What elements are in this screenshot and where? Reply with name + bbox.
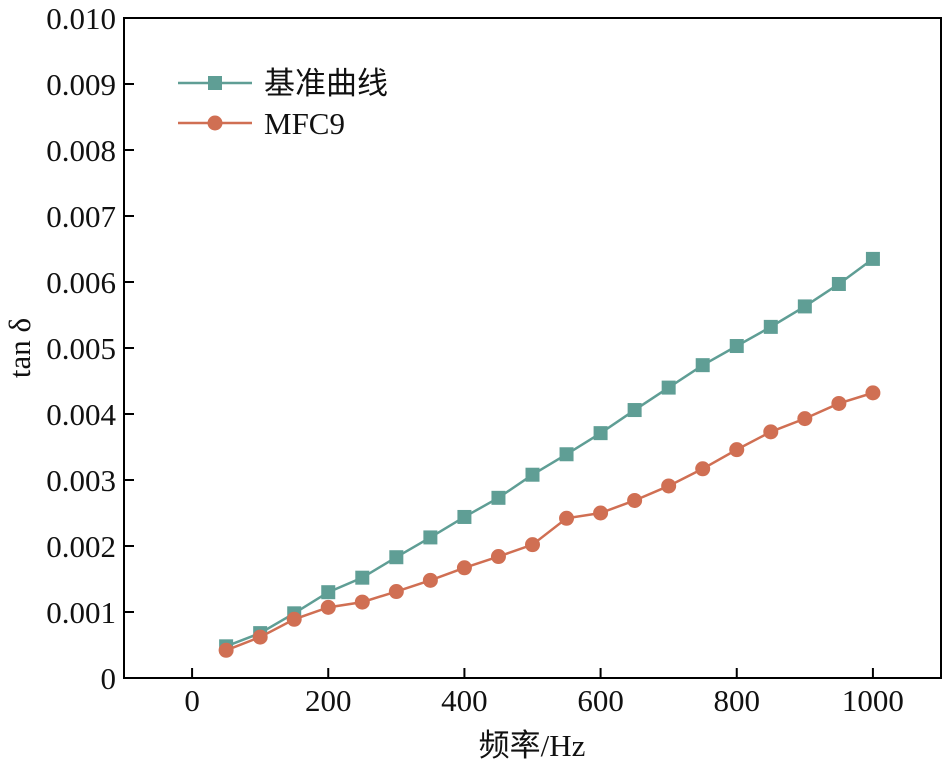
- data-point-square: [355, 570, 370, 585]
- data-point-circle: [388, 584, 404, 600]
- y-axis-title: tan δ: [2, 318, 37, 378]
- y-tick-label: 0.003: [46, 463, 116, 498]
- data-point-square: [321, 585, 336, 600]
- data-point-square: [865, 251, 880, 266]
- data-point-circle: [320, 599, 336, 615]
- data-point-square: [729, 339, 744, 354]
- x-tick-label: 800: [714, 683, 761, 718]
- data-point-square: [763, 319, 778, 334]
- data-point-circle: [865, 385, 881, 401]
- y-tick-label: 0.009: [46, 67, 116, 102]
- data-point-circle: [422, 572, 438, 588]
- data-point-circle: [661, 478, 677, 494]
- x-axis-ticks: 0 200 400 600 800 1000: [184, 668, 904, 718]
- legend-marker-square: [208, 76, 222, 90]
- data-point-square: [831, 276, 846, 291]
- data-point-square: [491, 490, 506, 505]
- y-tick-label: 0.006: [46, 265, 116, 300]
- data-point-square: [661, 380, 676, 395]
- data-point-circle: [252, 629, 268, 645]
- data-point-circle: [763, 424, 779, 440]
- data-point-square: [559, 447, 574, 462]
- y-axis-ticks: 0 0.001 0.002 0.003 0.004 0.005 0.006 0.007 0.00…: [46, 1, 134, 696]
- x-tick-label: 400: [441, 683, 488, 718]
- data-point-circle: [729, 442, 745, 458]
- data-point-circle: [286, 611, 302, 627]
- data-point-square: [627, 403, 642, 418]
- y-tick-label: 0.007: [46, 199, 116, 234]
- data-point-circle: [218, 642, 234, 658]
- data-point-circle: [695, 461, 711, 477]
- y-tick-label: 0.008: [46, 133, 116, 168]
- y-tick-label: 0.004: [46, 397, 116, 432]
- legend: 基准曲线 MFC9: [178, 66, 388, 141]
- y-tick-label: 0: [101, 661, 117, 696]
- data-point-circle: [831, 395, 847, 411]
- series-layer: [218, 251, 881, 658]
- y-tick-label: 0.002: [46, 529, 116, 564]
- data-point-square: [695, 358, 710, 373]
- y-tick-label: 0.005: [46, 331, 116, 366]
- legend-label: 基准曲线: [264, 66, 388, 101]
- x-tick-label: 1000: [842, 683, 904, 718]
- data-point-circle: [490, 549, 506, 565]
- data-point-circle: [354, 594, 370, 610]
- data-point-square: [389, 550, 404, 565]
- data-point-square: [457, 509, 472, 524]
- data-point-circle: [627, 492, 643, 508]
- data-point-circle: [559, 510, 575, 526]
- data-point-square: [423, 530, 438, 545]
- legend-label: MFC9: [264, 106, 345, 141]
- x-tick-label: 0: [184, 683, 200, 718]
- x-tick-label: 200: [305, 683, 352, 718]
- data-point-square: [593, 426, 608, 441]
- x-tick-label: 600: [577, 683, 624, 718]
- plot-frame: [123, 17, 942, 679]
- data-point-square: [525, 467, 540, 482]
- data-point-circle: [797, 411, 813, 427]
- data-point-circle: [593, 505, 609, 521]
- data-point-circle: [525, 537, 540, 553]
- x-axis-title: 频率/Hz: [479, 728, 586, 763]
- y-tick-label: 0.001: [46, 595, 116, 630]
- data-point-square: [797, 299, 812, 314]
- data-point-circle: [456, 560, 472, 576]
- legend-marker-circle: [207, 115, 223, 131]
- y-tick-label: 0.010: [46, 1, 116, 36]
